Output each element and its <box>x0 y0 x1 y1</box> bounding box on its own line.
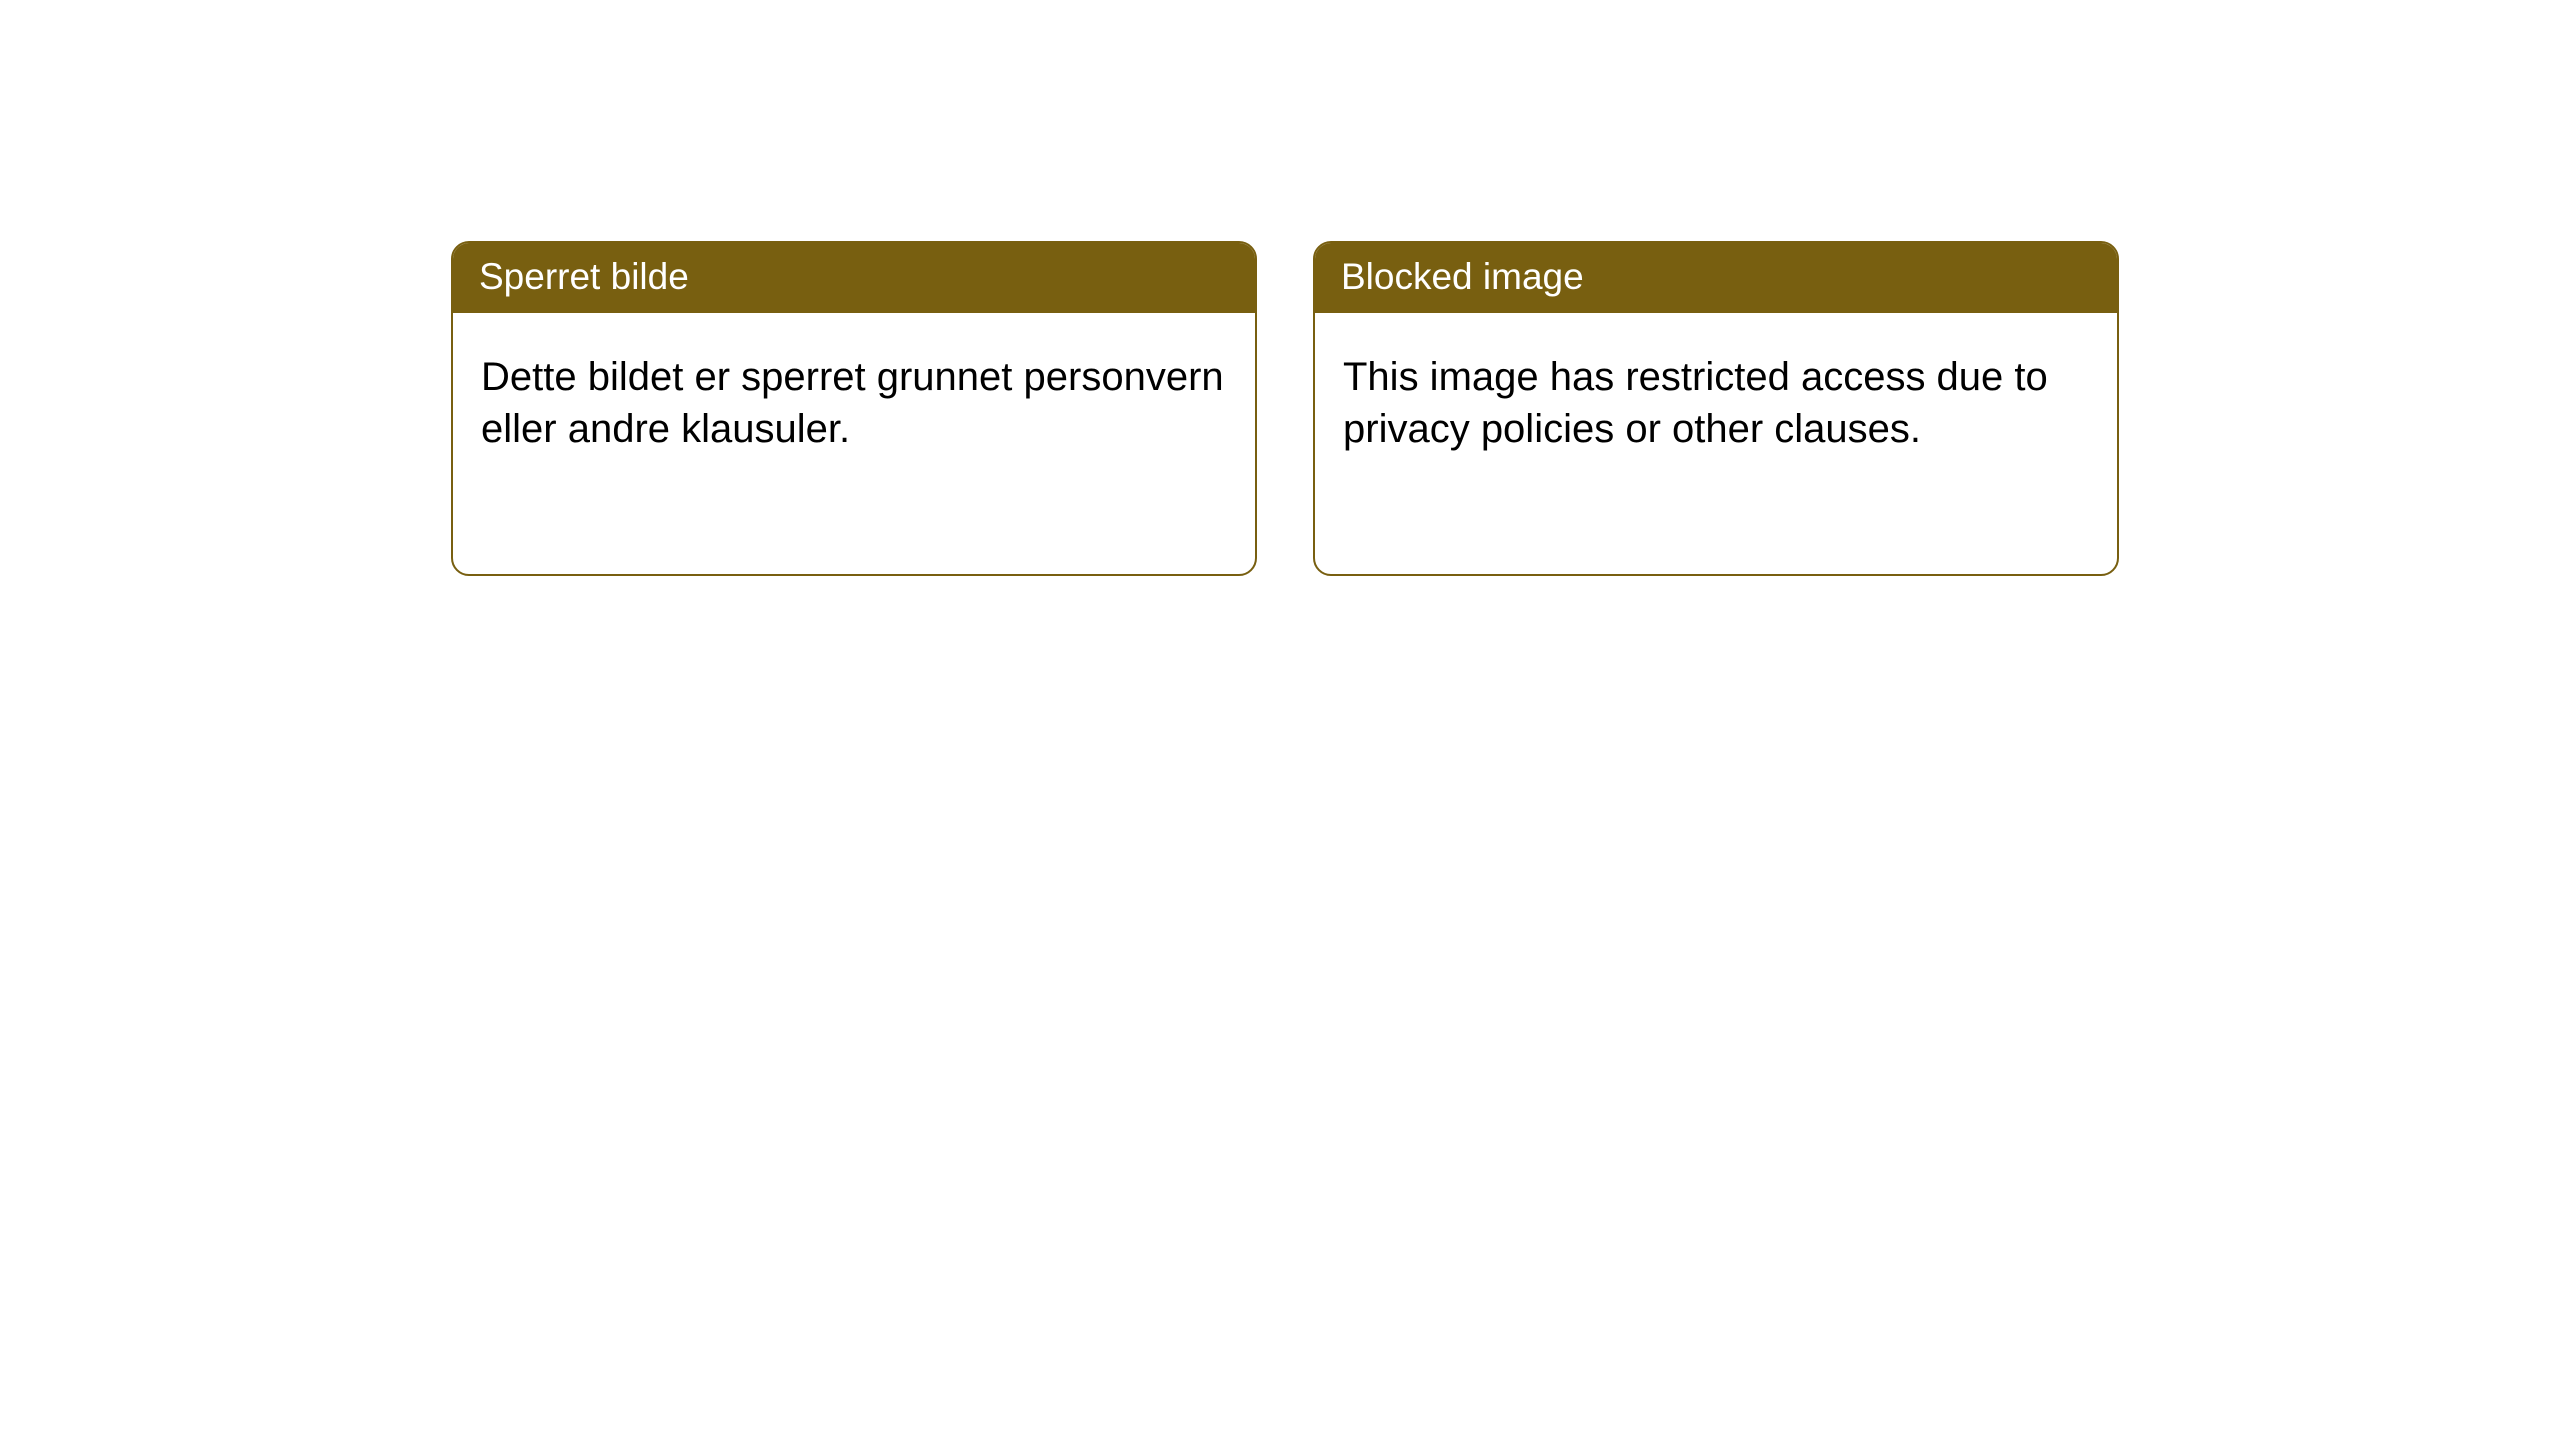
notice-cards-container: Sperret bilde Dette bildet er sperret gr… <box>0 0 2560 576</box>
card-body: Dette bildet er sperret grunnet personve… <box>453 313 1255 483</box>
blocked-image-card-norwegian: Sperret bilde Dette bildet er sperret gr… <box>451 241 1257 576</box>
card-title: Blocked image <box>1341 256 1584 297</box>
card-body: This image has restricted access due to … <box>1315 313 2117 483</box>
card-body-text: Dette bildet er sperret grunnet personve… <box>481 355 1224 451</box>
card-header: Blocked image <box>1315 243 2117 313</box>
card-header: Sperret bilde <box>453 243 1255 313</box>
card-body-text: This image has restricted access due to … <box>1343 355 2048 451</box>
card-title: Sperret bilde <box>479 256 689 297</box>
blocked-image-card-english: Blocked image This image has restricted … <box>1313 241 2119 576</box>
